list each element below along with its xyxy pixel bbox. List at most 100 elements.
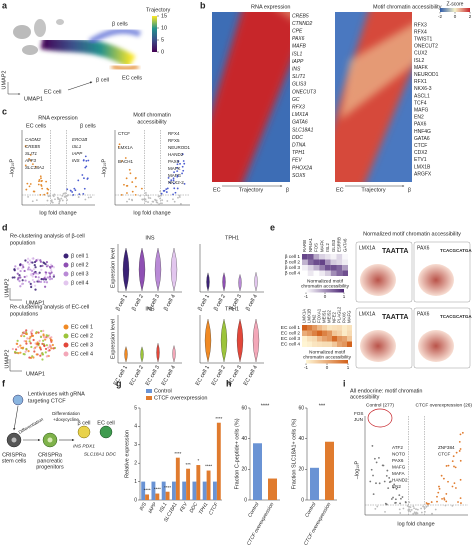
axis-label: Relative expression (124, 430, 130, 478)
heat-cell (347, 330, 352, 336)
row-label: β cell 1 (285, 254, 301, 260)
heat-cell (342, 265, 348, 271)
heat-cell (302, 330, 307, 336)
motif-label: PAX6 (414, 122, 427, 128)
umap-dot (29, 282, 32, 286)
axis-label: log fold change (133, 210, 170, 216)
scatter-dot (51, 201, 54, 204)
x-tick-label: β cell 4 (163, 294, 177, 312)
motif-label: CTCF (118, 131, 130, 136)
bar (145, 494, 150, 500)
scatter-dot (182, 169, 185, 172)
scatter-dot (50, 199, 53, 202)
scatter-dot (120, 194, 123, 196)
scatter-dot (123, 183, 125, 186)
scatter-dot (58, 202, 60, 205)
umap-dot (50, 347, 53, 350)
umap-dot (35, 353, 38, 356)
heat-cell (313, 265, 320, 271)
scatter-dot (165, 188, 168, 191)
scatter-dot (398, 508, 401, 511)
umap-dot (25, 340, 28, 343)
umap-dot (45, 334, 48, 337)
motif-label: GATA6 (414, 136, 430, 142)
scatter-dot (458, 450, 461, 452)
scatter-dot (461, 431, 464, 434)
scatter-dot (117, 145, 120, 148)
scatter-dot (145, 192, 147, 194)
umap-dot (25, 342, 28, 345)
scatter-dot (66, 199, 69, 201)
scatter-dot (423, 507, 426, 510)
umap-dot (31, 274, 34, 277)
legend-label: Control (154, 388, 172, 394)
gene-label: DDC (292, 135, 303, 141)
motif-label: PAX6 (417, 245, 430, 251)
violin (238, 273, 242, 292)
plot-title: INS (145, 235, 155, 241)
cluster-label: EC cells (122, 75, 142, 81)
scatter-dot (447, 464, 450, 467)
heat-cell (342, 336, 347, 342)
schematic-text: Differentiation (52, 411, 80, 416)
motif-label: LMX1A (118, 145, 133, 150)
scatter-dot (176, 187, 179, 190)
scatter-dot (436, 495, 438, 498)
motif-label: LMX1B (307, 309, 312, 323)
umap-dot (41, 264, 44, 267)
scatter-dot (118, 143, 121, 146)
scatter-dot (423, 510, 426, 513)
scatter-dot (438, 487, 441, 490)
y-tick-label: 20 (298, 467, 304, 473)
colorbar-tick-label: 0 (454, 14, 457, 19)
violin (170, 247, 178, 292)
heat-cell (347, 325, 352, 331)
scatter-dot (29, 154, 32, 156)
motif-label: NKX2-2 (168, 180, 184, 185)
trajectory-label: Trajectory (361, 187, 385, 193)
scatter-dot (373, 457, 376, 460)
scatter-dot (182, 160, 185, 162)
umap-dot (39, 264, 42, 268)
motif-label: GLIS3 (331, 239, 336, 252)
y-tick-label: 0 (134, 497, 137, 503)
scatter-dot (29, 183, 32, 185)
heat-cell (319, 259, 325, 265)
axis-label: –log₁₀P (101, 159, 107, 178)
colorbar-tick-label: 0 (324, 294, 327, 299)
scatter-dot (61, 199, 64, 202)
plot-title: Motif chromatin (133, 112, 171, 118)
scatter-dot (172, 182, 175, 185)
scatter-dot (24, 145, 27, 147)
gene-label: PHOX2A (292, 165, 313, 171)
motif-label: MEIS1 (322, 309, 327, 323)
section-title: Normalized motif chromatin accessibility (363, 231, 461, 237)
scatter-dot (150, 203, 153, 206)
heat-cell (342, 254, 348, 260)
sequence-logo: TCACGCATGA (440, 314, 472, 319)
motif-label: ZNF384 (438, 445, 455, 450)
scatter-dot (147, 197, 150, 199)
schematic-text: pancreatic (37, 458, 63, 464)
legend-label: EC cell 3 (71, 342, 93, 348)
heat-cell (307, 330, 312, 336)
bar (196, 465, 201, 500)
umap-dot (23, 331, 26, 334)
y-tick-label: 4 (134, 424, 137, 430)
umap-dot (48, 344, 51, 347)
heat-cell (302, 254, 308, 260)
axis-label: Fraction C-peptide+ cells (%) (234, 418, 240, 489)
scatter-dot (410, 509, 413, 511)
scatter-dot (394, 502, 396, 504)
scatter-dot (460, 502, 462, 504)
umap-dot (21, 346, 25, 349)
umap-dot (52, 266, 56, 269)
bar (216, 422, 221, 500)
legend-swatch (63, 324, 69, 330)
umap-dot (24, 279, 27, 282)
umap-dot (34, 275, 37, 278)
violin (122, 247, 130, 292)
scatter-dot (32, 190, 35, 193)
scatter-dot (126, 192, 128, 194)
scatter-dot (437, 491, 440, 494)
